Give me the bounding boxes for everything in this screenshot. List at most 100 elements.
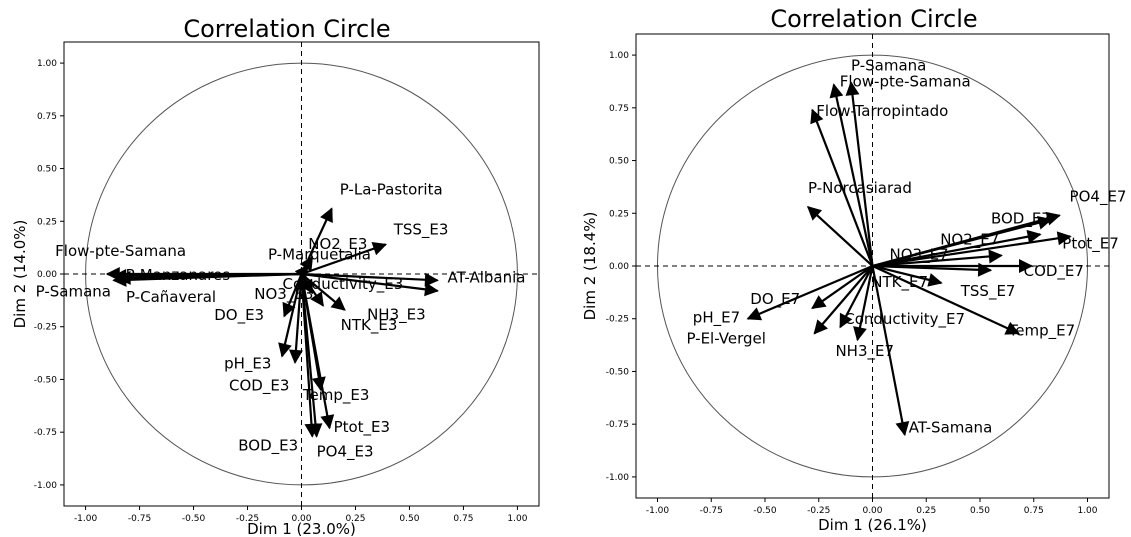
x-tick-label: 0.00: [862, 506, 882, 516]
vector-label: DO_E3: [214, 306, 264, 325]
vector-label: pH_E7: [693, 309, 740, 328]
vector-arrow-do-e3: [282, 273, 303, 318]
vector-label: Ptot_E3: [334, 418, 391, 437]
vector-label: BOD_E7: [991, 210, 1051, 229]
vector-arrow-p-marquetalia: [294, 264, 309, 280]
vector-label: Temp_E3: [302, 386, 370, 405]
y-tick-label: -1.00: [606, 473, 630, 483]
y-axis-label: Dim 2 (18.4%): [581, 212, 599, 321]
vector-label: NTK_E7: [871, 273, 928, 292]
x-tick-label: 0.25: [916, 506, 936, 516]
vector-label: Flow-pte-Samana: [55, 242, 186, 260]
y-tick-label: 0.75: [609, 104, 629, 114]
y-tick-label: 1.00: [37, 59, 57, 69]
vector-arrow-nh3-e3: [300, 273, 324, 307]
vector-label: P-Marquetalia: [268, 246, 371, 264]
vector-arrow-p-samana: [845, 81, 874, 267]
vector-arrow-ph-e3: [278, 273, 303, 358]
x-tick-label: 1.00: [507, 514, 527, 524]
vector-label: PO4_E7: [1070, 187, 1127, 206]
vector-label: P-Samana: [36, 282, 111, 300]
vector-arrow-do-e7: [811, 265, 874, 310]
y-tick-label: -0.25: [606, 315, 629, 325]
y-tick-label: 0.50: [609, 157, 629, 167]
vector-arrow-p-ca-averal: [116, 270, 302, 285]
vector-arrow-ptot-e3: [300, 273, 335, 430]
vector-label: P-La-Pastorita: [340, 181, 443, 199]
vector-label: Conductivity_E7: [844, 310, 965, 329]
x-axis-label: Dim 1 (23.0%): [247, 520, 356, 537]
x-tick-label: -0.50: [182, 514, 206, 524]
x-tick-label: 0.50: [970, 506, 990, 516]
y-tick-label: -0.50: [34, 375, 58, 385]
y-tick-label: 0.25: [609, 209, 629, 219]
y-tick-label: 0.75: [37, 112, 57, 122]
x-tick-label: 0.00: [291, 514, 311, 524]
vector-label: PO4_E3: [317, 442, 374, 461]
vector-label: NO3_E7: [890, 245, 949, 264]
vector-label: pH_E3: [224, 354, 271, 373]
vector-label: TSS_E3: [393, 220, 449, 239]
vector-arrow-at-samana: [871, 265, 910, 437]
x-tick-label: -1.00: [74, 514, 98, 524]
x-tick-label: -0.75: [700, 506, 723, 516]
x-axis-label: Dim 1 (26.1%): [818, 516, 927, 534]
vector-label: P-Samana: [851, 57, 926, 75]
vector-arrow-at-albania: [301, 272, 439, 287]
y-tick-label: 0.50: [37, 165, 57, 175]
vector-arrow-ph-e7: [746, 264, 873, 321]
y-tick-label: -0.75: [606, 420, 629, 430]
x-tick-label: -0.25: [236, 514, 259, 524]
vector-arrow-p-norcasiarad: [806, 206, 874, 267]
vector-label: NTK_E3: [341, 316, 398, 335]
x-tick-label: -1.00: [646, 506, 670, 516]
y-tick-label: 0.25: [37, 217, 57, 227]
vector-label: NH3_E3: [367, 306, 426, 325]
y-tick-label: -0.75: [34, 428, 57, 438]
vector-label: Flow-Tarropintado: [816, 102, 948, 120]
y-axis-label: Dim 2 (14.0%): [11, 220, 29, 329]
vector-arrow-bod-e7: [872, 215, 1053, 268]
y-tick-label: 0.00: [609, 262, 629, 272]
vector-label: AT-Albania: [448, 268, 526, 286]
vector-arrow-conductivity-e3: [301, 272, 439, 297]
correlation-circle-chart-left: Correlation Circle -1.00 -0.75 -0.50 -0.25 0.…: [0, 0, 565, 537]
vector-label: DO_E7: [750, 290, 800, 309]
vector-label: BOD_E3: [238, 436, 298, 455]
chart-left-svg: Correlation Circle -1.00 -0.75 -0.50 -0.25 0.…: [11, 15, 540, 537]
vector-label: COD_E3: [229, 377, 289, 396]
vector-label: P-El-Vergel: [686, 329, 765, 347]
vector-label: NO2_E3: [308, 235, 367, 254]
x-tick-label: 0.75: [453, 514, 473, 524]
vector-arrow-nh3-e7: [853, 265, 874, 342]
y-tick-label: -1.00: [34, 481, 58, 491]
vector-arrow-cod-e3: [288, 273, 303, 364]
vector-label: P-Cañaveral: [126, 288, 216, 306]
x-tick-label: 1.00: [1077, 506, 1097, 516]
y-tick-label: -0.25: [34, 323, 57, 333]
vector-arrow-no2-e7: [872, 229, 1042, 268]
vector-arrow-flow-pte-samana: [829, 83, 874, 267]
x-tick-label: 0.25: [345, 514, 365, 524]
vector-label: Ptot_E7: [1062, 234, 1119, 253]
y-tick-label: 0.00: [37, 270, 57, 280]
vector-arrow-no3-e7: [872, 249, 1003, 268]
chart-right-svg: Correlation Circle -1.00 -0.75 -0.50 -0.25 0.…: [581, 5, 1127, 534]
x-tick-label: -0.75: [128, 514, 151, 524]
chart-title: Correlation Circle: [183, 15, 390, 43]
vector-label: TSS_E7: [960, 282, 1016, 301]
x-tick-label: 0.50: [399, 514, 419, 524]
x-tick-label: -0.50: [753, 506, 777, 516]
vector-arrow-tss-e7: [872, 262, 993, 277]
vector-arrow-tss-e3: [301, 242, 388, 276]
vector-arrow-p-el-vergel: [813, 265, 874, 335]
y-tick-label: 1.00: [609, 51, 629, 61]
x-tick-label: -0.25: [807, 506, 830, 516]
vector-label: NO2_E7: [940, 230, 999, 249]
vector-label: AT-Samana: [909, 419, 993, 437]
correlation-circle-chart-right: Correlation Circle -1.00 -0.75 -0.50 -0.25 0.…: [565, 0, 1131, 537]
vector-arrow-po4-e3: [300, 273, 323, 438]
vector-label: P-Norcasiarad: [808, 179, 912, 197]
chart-title: Correlation Circle: [770, 5, 977, 33]
vector-arrow-conductivity-e7: [839, 265, 874, 329]
